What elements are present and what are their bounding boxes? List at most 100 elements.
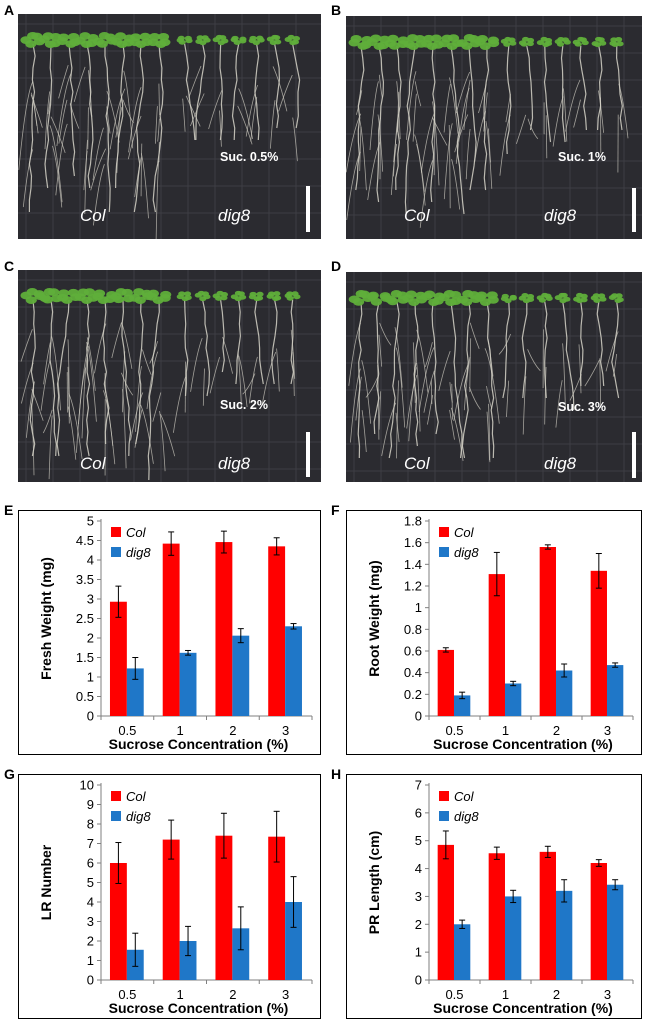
error-bar	[220, 812, 227, 859]
error-bar	[273, 810, 280, 863]
y-tick-label: 9	[87, 797, 94, 812]
grid-lines	[346, 16, 642, 239]
bar-dig8-3	[606, 665, 624, 716]
y-tick-label: 7	[415, 778, 422, 793]
y-tick-label: 3.5	[76, 572, 94, 587]
x-tick-label: 2	[553, 987, 560, 1002]
legend-swatch-dig8	[111, 547, 121, 557]
x-tick-label: 2	[553, 723, 560, 738]
grid-lines	[18, 14, 321, 239]
scale-bar	[632, 188, 636, 232]
x-tick-label: 3	[604, 987, 611, 1002]
sucrose-label: Suc. 3%	[558, 400, 606, 414]
x-tick-label: 1	[177, 723, 184, 738]
bar-dig8-0.5	[453, 924, 471, 980]
y-tick-label: 3	[87, 914, 94, 929]
error-bar	[442, 830, 449, 860]
panel-letter-a: A	[4, 2, 15, 18]
seedling-roots	[20, 299, 296, 481]
chart-fresh-weight: 0 0.5 1 1.5 2 2.5 3 3.5 4 4.5 5 0.5 1 2 3 Sucrose Conce…	[18, 510, 321, 755]
seedling-photo-d: Col dig8 Suc. 3%	[346, 272, 642, 482]
y-tick-label: 0	[415, 973, 422, 988]
bar-col-2	[539, 547, 556, 716]
y-tick-label: 4	[87, 553, 94, 568]
seedling-leaves	[20, 31, 300, 49]
y-tick-label: 2	[87, 934, 94, 949]
legend-label-col: Col	[454, 525, 475, 540]
y-tick-label: 0.5	[76, 689, 94, 704]
legend-label-col: Col	[126, 789, 147, 804]
bar-col-1	[488, 574, 505, 716]
y-tick-label: 2.5	[76, 611, 94, 626]
error-bar	[544, 544, 551, 550]
seedling-roots	[348, 301, 620, 463]
y-tick-label: 1.8	[404, 514, 422, 529]
y-axis-label: Fresh Weight (mg)	[38, 557, 54, 680]
error-bar	[185, 649, 192, 656]
seedling-leaves	[20, 287, 301, 305]
x-tick-label: 3	[282, 723, 289, 738]
bar-col-2	[539, 851, 556, 980]
legend-label-dig8: dig8	[454, 545, 479, 560]
x-tick-label: 2	[229, 723, 236, 738]
bar-dig8-2	[232, 635, 250, 716]
y-tick-label: 1	[87, 670, 94, 685]
genotype-label-col: Col	[404, 454, 430, 473]
error-bar	[290, 623, 297, 630]
y-tick-label: 0.4	[404, 665, 422, 680]
y-tick-label: 0	[87, 973, 94, 988]
seedling-photo-a: Col dig8 Suc. 0.5%	[18, 14, 321, 239]
y-tick-label: 2	[87, 631, 94, 646]
bar-dig8-2	[555, 670, 573, 716]
error-bar	[544, 845, 551, 858]
bar-dig8-1	[179, 941, 197, 980]
y-tick-label: 0.8	[404, 622, 422, 637]
bar-col-3	[590, 863, 607, 980]
error-bar	[595, 553, 602, 589]
bar-col-0.5	[109, 601, 127, 716]
error-bar	[493, 551, 500, 597]
bar-dig8-1	[179, 652, 197, 716]
panel-letter-b: B	[331, 2, 342, 18]
y-tick-label: 1.5	[76, 650, 94, 665]
error-bar	[115, 842, 122, 884]
genotype-label-dig8: dig8	[544, 206, 577, 225]
y-axis-label: LR Number	[38, 844, 54, 920]
y-tick-label: 1.6	[404, 535, 422, 550]
seedling-leaves	[348, 33, 624, 51]
y-tick-label: 6	[415, 805, 422, 820]
x-tick-label: 0.5	[445, 987, 463, 1002]
y-tick-label: 2	[415, 917, 422, 932]
seedling-art	[18, 14, 321, 239]
scale-bar	[306, 432, 310, 477]
x-tick-label: 0.5	[118, 987, 136, 1002]
y-tick-label: 1	[415, 945, 422, 960]
seedling-photo-c: Col dig8 Suc. 2%	[18, 270, 321, 482]
x-tick-label: 1	[177, 987, 184, 1002]
seedling-photo-b: Col dig8 Suc. 1%	[346, 16, 642, 239]
y-tick-label: 1	[87, 953, 94, 968]
y-tick-label: 0.2	[404, 687, 422, 702]
bar-dig8-3	[606, 884, 624, 980]
bar-dig8-0.5	[126, 668, 144, 716]
error-bar	[561, 879, 568, 903]
error-bar	[459, 919, 466, 929]
panel-letter-f: F	[331, 502, 340, 518]
bar-col-0.5	[437, 844, 454, 980]
legend-label-col: Col	[454, 789, 475, 804]
y-tick-label: 4	[415, 861, 422, 876]
error-bar	[168, 531, 175, 556]
y-axis-label: Root Weight (mg)	[366, 560, 382, 676]
genotype-label-dig8: dig8	[218, 206, 251, 225]
y-tick-label: 0	[415, 709, 422, 724]
error-bar	[510, 680, 517, 687]
y-tick-label: 7	[87, 836, 94, 851]
error-bar	[612, 662, 619, 668]
panel-letter-c: C	[4, 258, 15, 274]
bar-dig8-3	[285, 902, 302, 980]
x-tick-label: 1	[502, 987, 509, 1002]
bar-dig8-0.5	[453, 695, 471, 716]
error-bar	[168, 819, 175, 860]
